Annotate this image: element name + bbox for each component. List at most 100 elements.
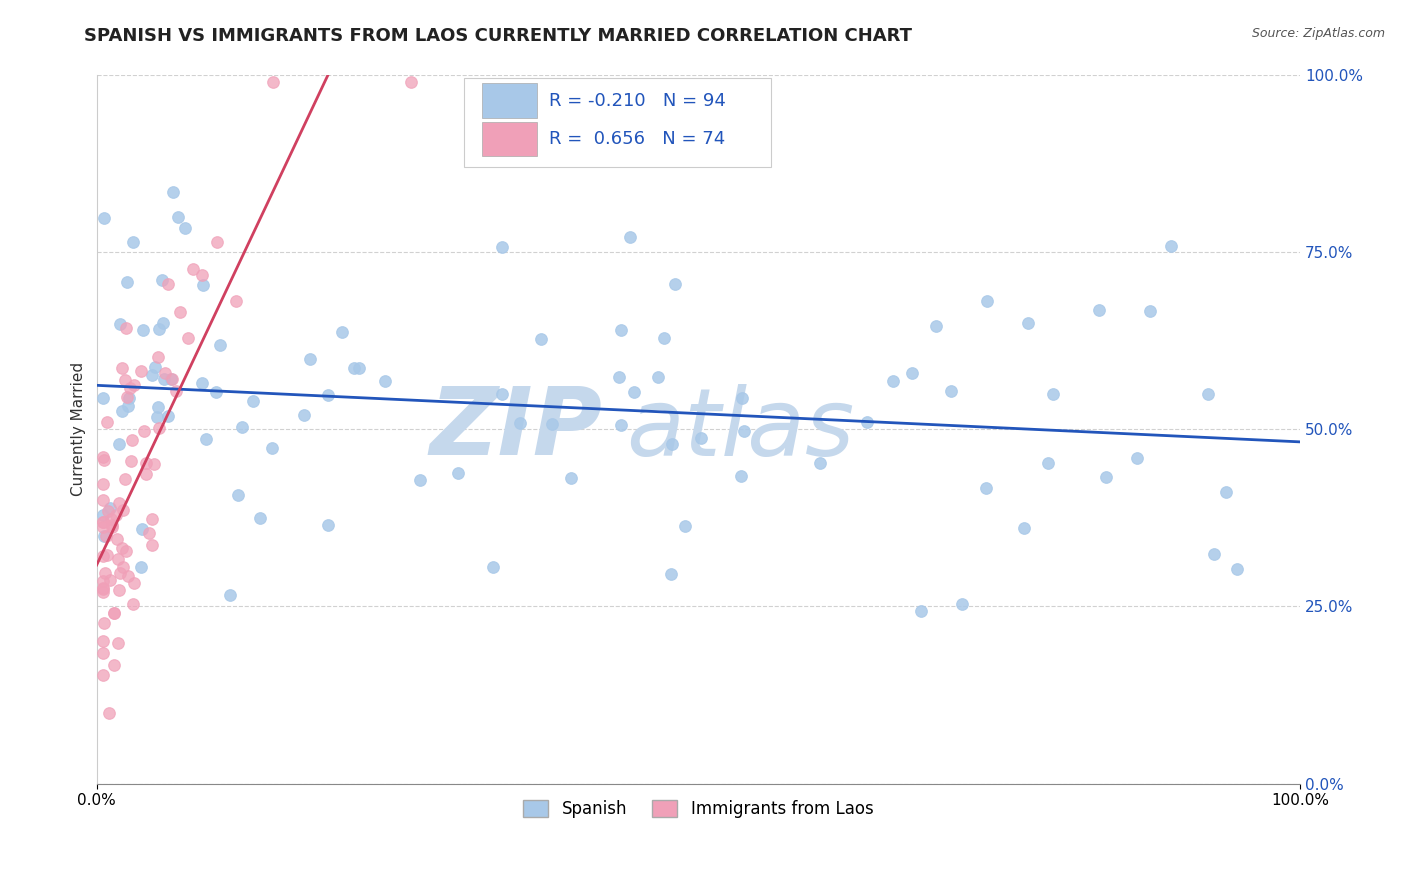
Point	[176, 331, 198, 345]
Point	[132, 424, 155, 438]
Point	[122, 576, 145, 591]
Point	[100, 501, 122, 516]
Point	[509, 416, 531, 430]
Point	[689, 431, 711, 445]
Point	[135, 467, 157, 482]
Point	[808, 456, 831, 470]
Point	[93, 615, 115, 630]
Point	[260, 441, 283, 455]
Text: atlas: atlas	[626, 384, 855, 475]
Point	[91, 476, 114, 491]
Point	[540, 417, 562, 431]
Text: R = -0.210   N = 94: R = -0.210 N = 94	[550, 92, 725, 110]
Point	[107, 552, 129, 566]
Point	[730, 469, 752, 483]
Point	[343, 360, 366, 375]
Point	[132, 323, 155, 337]
Point	[607, 370, 630, 384]
Point	[108, 496, 131, 510]
Point	[117, 399, 139, 413]
Point	[1226, 561, 1249, 575]
Point	[1087, 303, 1109, 318]
Point	[855, 415, 877, 429]
Point	[148, 421, 170, 435]
Point	[96, 548, 118, 562]
Point	[141, 512, 163, 526]
Point	[249, 511, 271, 525]
Point	[1042, 387, 1064, 401]
Point	[399, 74, 422, 88]
Point	[91, 450, 114, 464]
Point	[141, 538, 163, 552]
FancyBboxPatch shape	[482, 121, 537, 156]
Point	[135, 456, 157, 470]
Point	[491, 240, 513, 254]
Point	[623, 384, 645, 399]
Point	[209, 338, 232, 352]
Point	[118, 392, 141, 406]
Point	[162, 186, 184, 200]
Point	[100, 511, 122, 525]
Point	[120, 453, 142, 467]
Point	[114, 321, 136, 335]
Point	[122, 597, 145, 611]
Point	[661, 437, 683, 451]
Point	[94, 528, 117, 542]
FancyBboxPatch shape	[482, 83, 537, 118]
Point	[316, 517, 339, 532]
Point	[242, 394, 264, 409]
Point	[152, 372, 174, 386]
Point	[97, 706, 120, 720]
Point	[91, 668, 114, 682]
Point	[1126, 451, 1149, 466]
Point	[129, 364, 152, 378]
Point	[114, 472, 136, 486]
Point	[111, 404, 134, 418]
Point	[1017, 317, 1039, 331]
Point	[103, 658, 125, 673]
Point	[101, 517, 124, 532]
Point	[925, 319, 948, 334]
Point	[111, 502, 134, 516]
Point	[950, 597, 973, 611]
Point	[117, 569, 139, 583]
Point	[191, 376, 214, 390]
Point	[129, 560, 152, 574]
Point	[118, 381, 141, 395]
Point	[131, 522, 153, 536]
Text: SPANISH VS IMMIGRANTS FROM LAOS CURRENTLY MARRIED CORRELATION CHART: SPANISH VS IMMIGRANTS FROM LAOS CURRENTL…	[84, 27, 912, 45]
Point	[610, 417, 633, 432]
Point	[882, 374, 904, 388]
Point	[205, 384, 228, 399]
Point	[93, 211, 115, 226]
Point	[225, 294, 247, 309]
Text: R =  0.656   N = 74: R = 0.656 N = 74	[550, 130, 725, 148]
Point	[93, 453, 115, 467]
Point	[91, 584, 114, 599]
Point	[146, 350, 169, 364]
Point	[447, 467, 470, 481]
Point	[731, 392, 754, 406]
Point	[114, 373, 136, 387]
Point	[219, 588, 242, 602]
Point	[191, 268, 214, 282]
Text: ZIP: ZIP	[429, 384, 602, 475]
Point	[347, 361, 370, 376]
Point	[91, 391, 114, 405]
Point	[1012, 521, 1035, 535]
Point	[97, 504, 120, 518]
Point	[122, 378, 145, 392]
Point	[205, 235, 228, 250]
Point	[91, 633, 114, 648]
Point	[107, 636, 129, 650]
Point	[91, 515, 114, 529]
Point	[108, 583, 131, 598]
Point	[111, 360, 134, 375]
Point	[91, 492, 114, 507]
Point	[104, 508, 127, 522]
Point	[316, 388, 339, 402]
Point	[107, 436, 129, 450]
Point	[659, 566, 682, 581]
Point	[108, 317, 131, 331]
Point	[619, 230, 641, 244]
